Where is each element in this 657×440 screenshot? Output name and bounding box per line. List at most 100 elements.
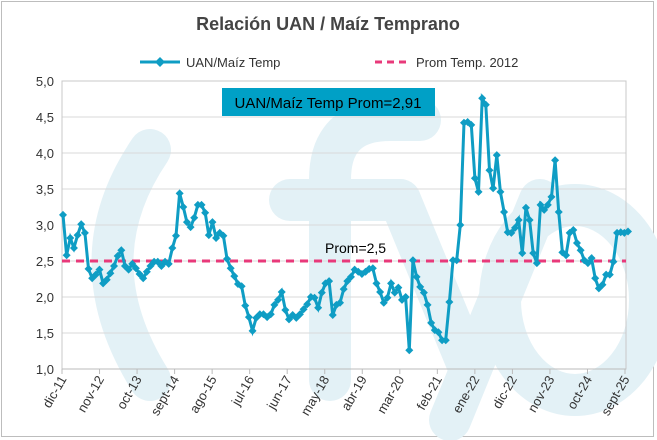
- data-point: [346, 272, 355, 281]
- data-point: [303, 300, 312, 309]
- series-markers: [59, 94, 632, 355]
- data-point: [131, 264, 140, 273]
- data-point: [383, 293, 392, 302]
- data-point: [554, 208, 563, 217]
- data-point: [525, 215, 534, 224]
- data-point: [66, 233, 75, 242]
- data-point: [587, 254, 596, 263]
- data-point: [569, 226, 578, 235]
- y-tick-label: 5,0: [36, 74, 54, 89]
- data-point: [478, 94, 487, 103]
- data-point: [598, 280, 607, 289]
- data-point: [481, 100, 490, 109]
- data-point: [511, 223, 519, 232]
- data-point: [401, 293, 410, 301]
- data-point: [317, 288, 326, 297]
- data-point: [182, 218, 191, 227]
- data-point: [208, 218, 217, 227]
- data-point: [518, 249, 527, 258]
- data-point: [310, 293, 319, 302]
- data-point: [164, 259, 173, 268]
- data-point: [467, 120, 476, 129]
- data-point: [266, 310, 275, 319]
- data-point: [62, 251, 71, 260]
- data-point: [496, 187, 505, 196]
- data-point: [445, 298, 454, 307]
- data-point: [204, 231, 213, 240]
- data-point: [295, 310, 304, 319]
- data-point: [186, 223, 195, 232]
- data-point: [521, 203, 530, 212]
- data-point: [230, 272, 239, 281]
- data-point: [142, 267, 151, 276]
- data-point: [91, 270, 100, 279]
- data-point: [281, 305, 290, 314]
- data-point: [605, 270, 614, 279]
- data-point: [84, 264, 93, 273]
- legend-label-prom: Prom Temp. 2012: [416, 55, 518, 70]
- data-point: [124, 265, 133, 274]
- data-point: [394, 283, 403, 292]
- data-point: [73, 231, 82, 240]
- data-point: [277, 287, 286, 296]
- x-tick-label: dic-11: [39, 373, 69, 410]
- data-point: [339, 285, 348, 294]
- data-point: [376, 287, 385, 296]
- data-point: [113, 251, 122, 260]
- data-point: [325, 277, 334, 286]
- data-point: [532, 259, 541, 268]
- data-point: [241, 301, 250, 310]
- data-point: [470, 174, 479, 183]
- data-point: [591, 274, 600, 283]
- data-point: [412, 272, 421, 281]
- avg-annotation-text: UAN/Maíz Temp Prom=2,91: [235, 95, 422, 112]
- data-point: [416, 282, 425, 291]
- data-point: [117, 246, 126, 255]
- data-point: [609, 257, 618, 266]
- x-tick-label: jun-17: [263, 373, 295, 413]
- data-point: [576, 246, 585, 255]
- legend-diamond-icon: [155, 57, 165, 67]
- ref-label: Prom=2,5: [325, 240, 386, 256]
- data-point: [485, 166, 494, 175]
- x-tick-label: dic-22: [489, 373, 520, 411]
- data-point: [106, 269, 115, 278]
- data-point: [314, 303, 323, 312]
- data-point: [507, 228, 516, 237]
- watermark-o-shape: [479, 184, 657, 416]
- data-point: [452, 256, 461, 265]
- data-point: [474, 187, 483, 196]
- y-tick-label: 4,5: [36, 110, 54, 125]
- data-point: [59, 210, 67, 219]
- x-tick-label: mar-20: [374, 373, 408, 416]
- data-point: [270, 300, 279, 309]
- data-point: [212, 233, 221, 242]
- data-point: [379, 298, 388, 307]
- data-point: [540, 205, 549, 214]
- y-tick-label: 2,5: [36, 254, 54, 269]
- data-point: [69, 244, 78, 253]
- data-point: [390, 288, 399, 297]
- data-point: [248, 326, 257, 335]
- data-point: [95, 265, 104, 274]
- legend: UAN/Maíz Temp Prom Temp. 2012: [140, 55, 518, 70]
- x-tick-label: jul-16: [228, 373, 257, 409]
- y-tick-label: 2,0: [36, 290, 54, 305]
- y-tick-label: 1,0: [36, 362, 54, 377]
- data-point: [543, 200, 552, 209]
- x-tick-label: nov-12: [74, 373, 107, 415]
- data-point: [102, 275, 111, 284]
- data-point: [547, 192, 556, 201]
- y-tick-label: 1,5: [36, 326, 54, 341]
- data-point: [405, 346, 414, 355]
- data-point: [514, 215, 523, 224]
- data-point: [423, 300, 432, 309]
- data-point: [529, 249, 538, 258]
- data-point: [500, 208, 509, 217]
- data-point: [179, 203, 188, 211]
- data-point: [419, 288, 428, 297]
- data-point: [368, 264, 377, 273]
- data-point: [237, 282, 246, 291]
